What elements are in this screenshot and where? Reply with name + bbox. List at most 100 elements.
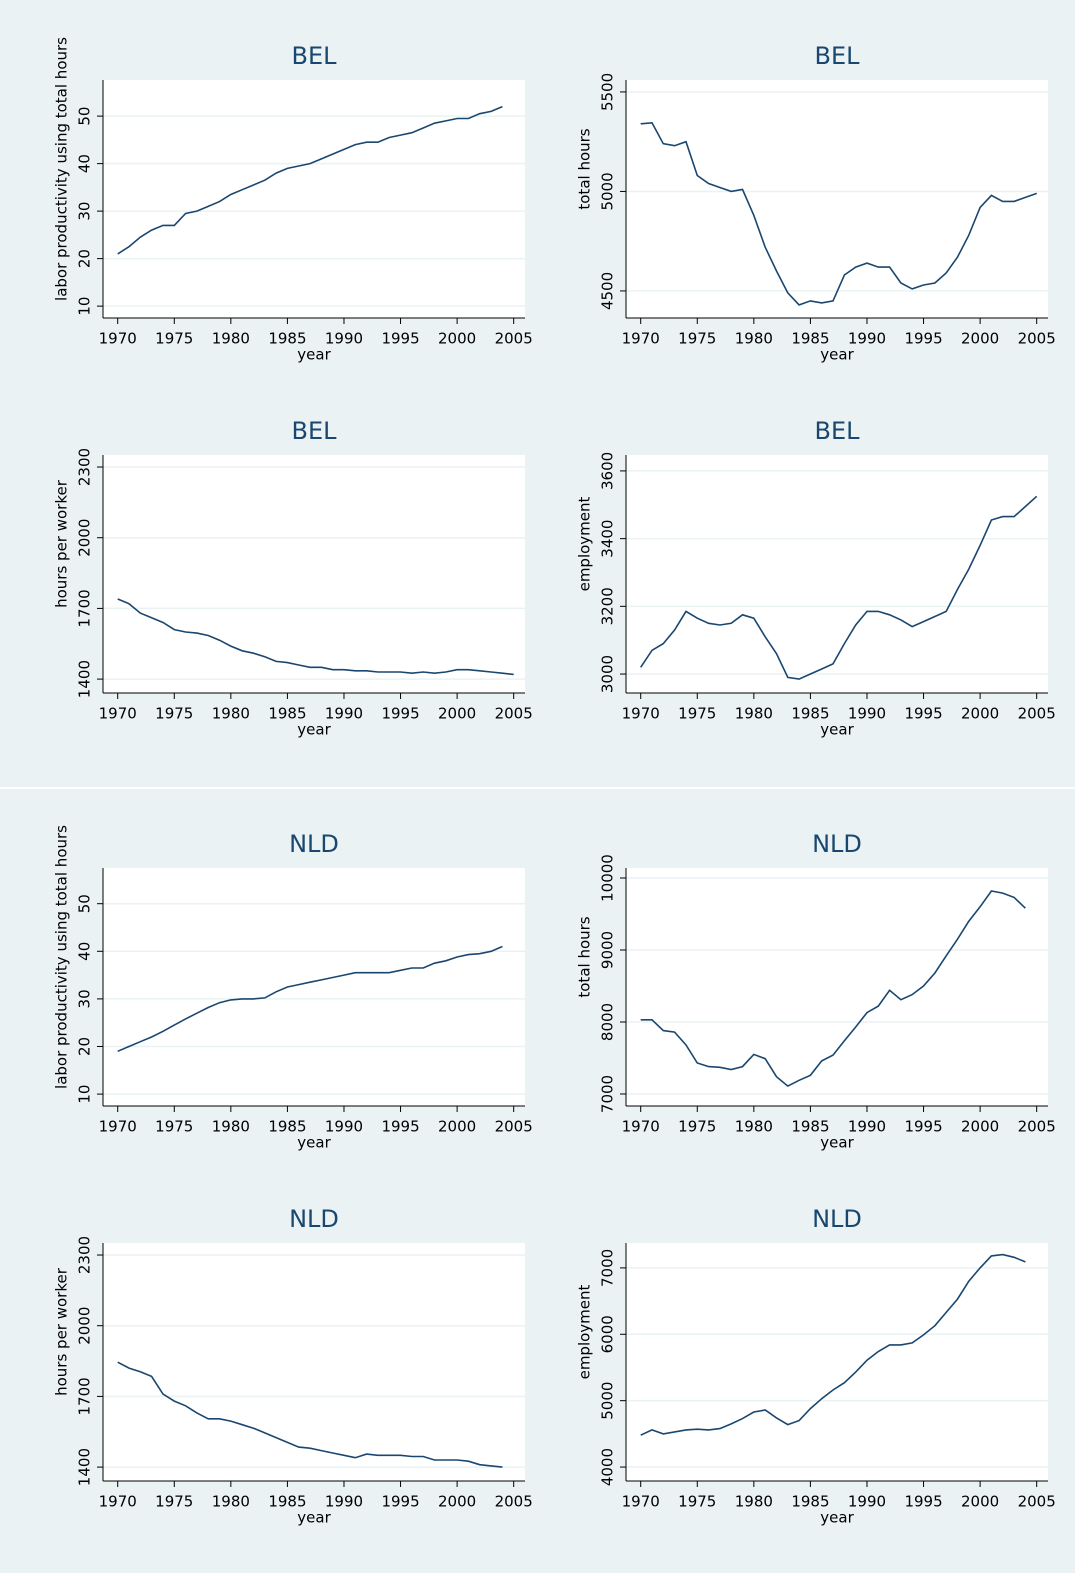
x-tick-label: 1990: [325, 1118, 363, 1136]
y-axis-label: hours per worker: [53, 1267, 71, 1396]
y-tick-label: 5000: [599, 172, 617, 210]
chart-title: BEL: [292, 417, 338, 445]
y-tick-label: 10000: [599, 854, 617, 902]
y-tick-label: 3000: [599, 655, 617, 693]
x-tick-label: 1975: [678, 330, 716, 348]
y-tick-label: 5000: [599, 1382, 617, 1420]
data-line: [640, 495, 1038, 680]
x-axis-label: year: [297, 1134, 331, 1152]
y-tick-label: 50: [76, 107, 94, 126]
data-line: [117, 1361, 503, 1468]
x-tick-label: 2005: [495, 1118, 533, 1136]
x-tick-label: 1995: [904, 1493, 942, 1511]
x-tick-label: 1970: [622, 1118, 660, 1136]
x-tick-label: 1990: [848, 1493, 886, 1511]
y-tick-label: 4000: [599, 1448, 617, 1486]
x-tick-label: 2000: [438, 1118, 476, 1136]
y-tick-label: 10: [76, 1085, 94, 1104]
x-tick-label: 1985: [268, 705, 306, 723]
data-line: [117, 105, 503, 255]
chart-title: BEL: [292, 42, 338, 70]
x-axis-label: year: [820, 721, 854, 739]
x-tick-label: 1970: [622, 1493, 660, 1511]
y-tick-label: 1400: [76, 1448, 94, 1486]
x-tick-label: 1975: [155, 1493, 193, 1511]
x-tick-label: 1990: [325, 1493, 363, 1511]
y-tick-label: 4500: [599, 272, 617, 310]
x-tick-label: 1980: [212, 330, 250, 348]
x-tick-label: 2000: [961, 1118, 999, 1136]
x-axis-label: year: [820, 1509, 854, 1527]
x-tick-label: 1995: [904, 1118, 942, 1136]
x-tick-label: 1980: [212, 1493, 250, 1511]
y-tick-label: 2300: [76, 448, 94, 486]
x-tick-label: 2005: [1018, 330, 1056, 348]
y-axis-label: hours per worker: [53, 479, 71, 608]
x-tick-label: 1970: [622, 705, 660, 723]
x-tick-label: 2005: [1018, 1493, 1056, 1511]
plot-area: [103, 1243, 525, 1481]
x-tick-label: 1985: [791, 705, 829, 723]
x-tick-label: 1990: [325, 705, 363, 723]
y-tick-label: 30: [76, 202, 94, 221]
x-tick-label: 1990: [848, 1118, 886, 1136]
y-tick-label: 3400: [599, 520, 617, 558]
x-tick-label: 1995: [381, 1493, 419, 1511]
plot-area: [626, 80, 1048, 318]
x-tick-label: 2005: [1018, 1118, 1056, 1136]
x-tick-label: 1975: [155, 1118, 193, 1136]
y-axis-label: total hours: [576, 916, 594, 997]
y-tick-label: 40: [76, 942, 94, 961]
x-axis-label: year: [820, 1134, 854, 1152]
x-tick-label: 1995: [381, 705, 419, 723]
y-tick-label: 1700: [76, 1377, 94, 1415]
x-tick-label: 2005: [495, 1493, 533, 1511]
x-tick-label: 2000: [961, 1493, 999, 1511]
chart-title: NLD: [812, 830, 862, 858]
y-tick-label: 50: [76, 894, 94, 913]
y-tick-label: 7000: [599, 1075, 617, 1113]
y-tick-label: 10: [76, 297, 94, 316]
chart-title: BEL: [815, 42, 861, 70]
x-tick-label: 2000: [438, 705, 476, 723]
x-axis-label: year: [297, 346, 331, 364]
y-tick-label: 3600: [599, 452, 617, 490]
plot-area: [103, 455, 525, 693]
y-tick-label: 1700: [76, 589, 94, 627]
x-tick-label: 2000: [438, 1493, 476, 1511]
x-tick-label: 1970: [99, 1493, 137, 1511]
plot-area: [626, 868, 1048, 1106]
y-tick-label: 30: [76, 989, 94, 1008]
x-tick-label: 1970: [99, 330, 137, 348]
x-tick-label: 2005: [495, 330, 533, 348]
x-tick-label: 2000: [438, 330, 476, 348]
x-tick-label: 1990: [848, 330, 886, 348]
x-tick-label: 1995: [381, 1118, 419, 1136]
chart-title: NLD: [289, 830, 339, 858]
y-tick-label: 3200: [599, 587, 617, 625]
x-tick-label: 1995: [381, 330, 419, 348]
x-tick-label: 1985: [791, 330, 829, 348]
data-line: [117, 945, 503, 1053]
y-tick-label: 9000: [599, 931, 617, 969]
x-tick-label: 1980: [735, 1118, 773, 1136]
x-tick-label: 1985: [268, 330, 306, 348]
chart-title: NLD: [289, 1205, 339, 1233]
x-tick-label: 1980: [735, 330, 773, 348]
data-line: [117, 598, 514, 676]
y-tick-label: 6000: [599, 1315, 617, 1353]
plot-area: [626, 455, 1048, 693]
data-line: [640, 1253, 1026, 1436]
x-tick-label: 1985: [791, 1493, 829, 1511]
x-tick-label: 1995: [904, 330, 942, 348]
x-tick-label: 2005: [495, 705, 533, 723]
y-tick-label: 1400: [76, 660, 94, 698]
x-tick-label: 2005: [1018, 705, 1056, 723]
y-axis-label: employment: [576, 1284, 594, 1379]
chart-title: BEL: [815, 417, 861, 445]
x-tick-label: 1975: [678, 1118, 716, 1136]
y-axis-label: total hours: [576, 128, 594, 209]
chart-title: NLD: [812, 1205, 862, 1233]
x-tick-label: 1985: [268, 1118, 306, 1136]
